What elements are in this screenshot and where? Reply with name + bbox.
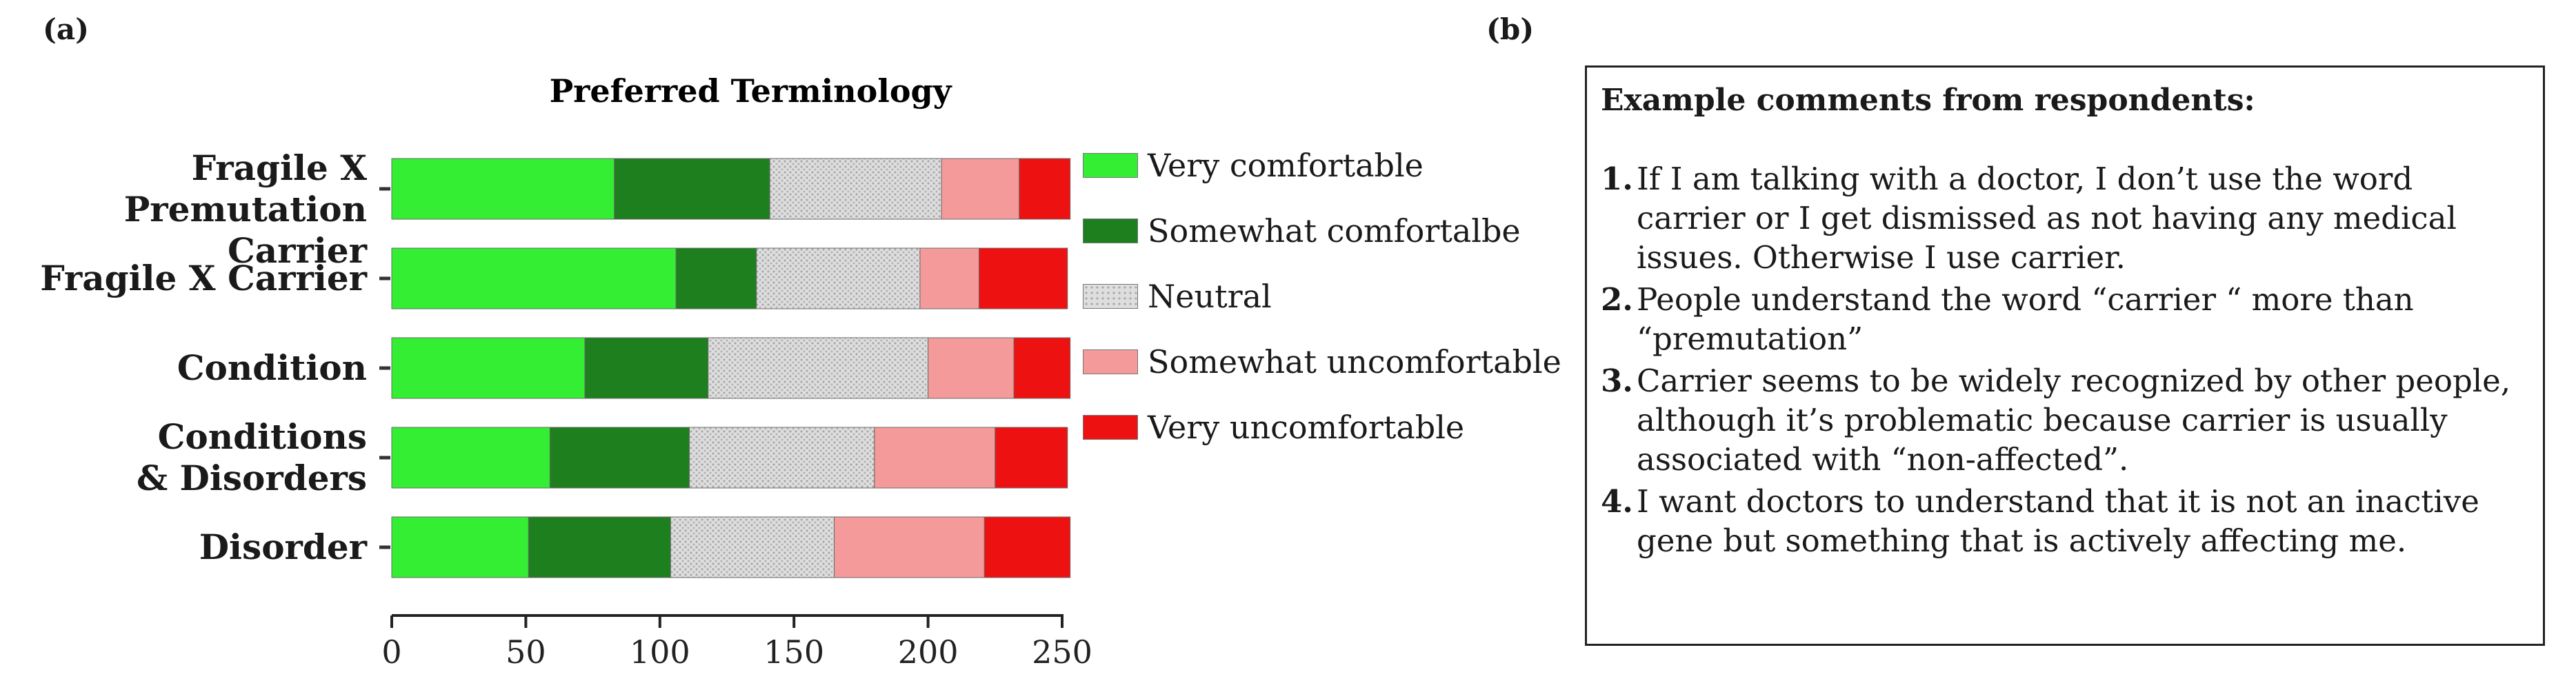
category-label-line: Condition: [177, 347, 367, 388]
bar-segment: [834, 516, 985, 578]
bar-segment: [769, 158, 942, 220]
comment-text: People understand the word “carrier “ mo…: [1637, 281, 2414, 357]
comment-text: I want doctors to understand that it is …: [1637, 483, 2479, 559]
x-tick-label: 150: [763, 633, 824, 671]
bar-segment: [941, 158, 1020, 220]
bar-segment: [549, 427, 690, 489]
comment-item: 3. Carrier seems to be widely recognized …: [1601, 361, 2529, 479]
legend-item: Very uncomfortable: [1083, 407, 1464, 448]
comment-text: Carrier seems to be widely recognized by…: [1637, 363, 2511, 478]
x-tick-label: 250: [1032, 633, 1092, 671]
comment-text: If I am talking with a doctor, I don’t u…: [1637, 161, 2457, 276]
legend-label: Very comfortable: [1148, 147, 1424, 184]
comment-item: 4. I want doctors to understand that it i…: [1601, 482, 2529, 560]
comment-item: 2. People understand the word “carrier “ …: [1601, 280, 2529, 358]
legend-swatch: [1083, 284, 1138, 309]
legend-item: Neutral: [1083, 276, 1272, 317]
panel-a-label: (a): [43, 12, 89, 46]
bar-segment: [689, 427, 875, 489]
bar-segment: [528, 516, 671, 578]
legend-swatch: [1083, 349, 1138, 374]
bar-segment: [919, 247, 979, 309]
category-label: Conditions & Disorders: [36, 416, 367, 499]
bar-segment: [675, 247, 757, 309]
bar-segment: [928, 337, 1015, 399]
legend-label: Neutral: [1148, 278, 1272, 315]
bar-segment: [670, 516, 835, 578]
legend-label: Very uncomfortable: [1148, 409, 1465, 446]
category-label: Disorder: [36, 527, 367, 568]
category-label-line: Conditions: [157, 416, 367, 457]
bar-segment: [1013, 337, 1071, 399]
x-tick-label: 200: [898, 633, 959, 671]
category-label-line: Premutation Carrier: [123, 189, 367, 271]
category-label: Fragile X Premutation Carrier: [36, 147, 367, 272]
comments-heading: Example comments from respondents:: [1601, 83, 2255, 118]
bar-segment: [391, 337, 586, 399]
legend-item: Very comfortable: [1083, 145, 1424, 186]
bar-segment: [614, 158, 770, 220]
x-tick-label: 50: [506, 633, 546, 671]
comment-number: 1.: [1601, 161, 1633, 197]
stacked-bar-chart: Preferred Terminology 0 50 100 150 200 250: [379, 72, 1092, 671]
chart-title: Preferred Terminology: [550, 72, 952, 110]
category-label-line: Fragile X: [191, 147, 367, 188]
bar-segment: [995, 427, 1068, 489]
legend-item: Somewhat comfortalbe: [1083, 210, 1521, 252]
category-label-line: & Disorders: [136, 458, 367, 498]
bar-segment: [708, 337, 929, 399]
x-tick-label: 0: [381, 633, 401, 671]
bar-segment: [756, 247, 921, 309]
comment-number: 4.: [1601, 483, 1633, 520]
legend-swatch: [1083, 218, 1138, 243]
bar-segment: [984, 516, 1071, 578]
category-label: Fragile X Carrier: [36, 258, 367, 299]
legend-swatch: [1083, 415, 1138, 440]
bar-segment: [584, 337, 709, 399]
legend-label: Somewhat uncomfortable: [1148, 343, 1561, 380]
legend-item: Somewhat uncomfortable: [1083, 341, 1561, 383]
bar-segment: [978, 247, 1068, 309]
bar-segment: [1019, 158, 1071, 220]
panel-b-label: (b): [1486, 12, 1535, 46]
comment-item: 1. If I am talking with a doctor, I don’t…: [1601, 159, 2529, 277]
bar-segment: [391, 247, 677, 309]
bar-segment: [391, 427, 550, 489]
legend-label: Somewhat comfortalbe: [1148, 212, 1521, 250]
category-label-line: Fragile X Carrier: [40, 258, 367, 298]
bar-segment: [391, 158, 615, 220]
x-tick-label: 100: [630, 633, 690, 671]
comment-number: 2.: [1601, 281, 1633, 318]
category-label: Condition: [36, 347, 367, 389]
bar-segment: [874, 427, 996, 489]
comment-number: 3.: [1601, 363, 1633, 399]
comments-box: Example comments from respondents: 1. If …: [1585, 65, 2545, 646]
legend-swatch: [1083, 153, 1138, 178]
bar-segment: [391, 516, 529, 578]
category-label-line: Disorder: [199, 527, 367, 567]
